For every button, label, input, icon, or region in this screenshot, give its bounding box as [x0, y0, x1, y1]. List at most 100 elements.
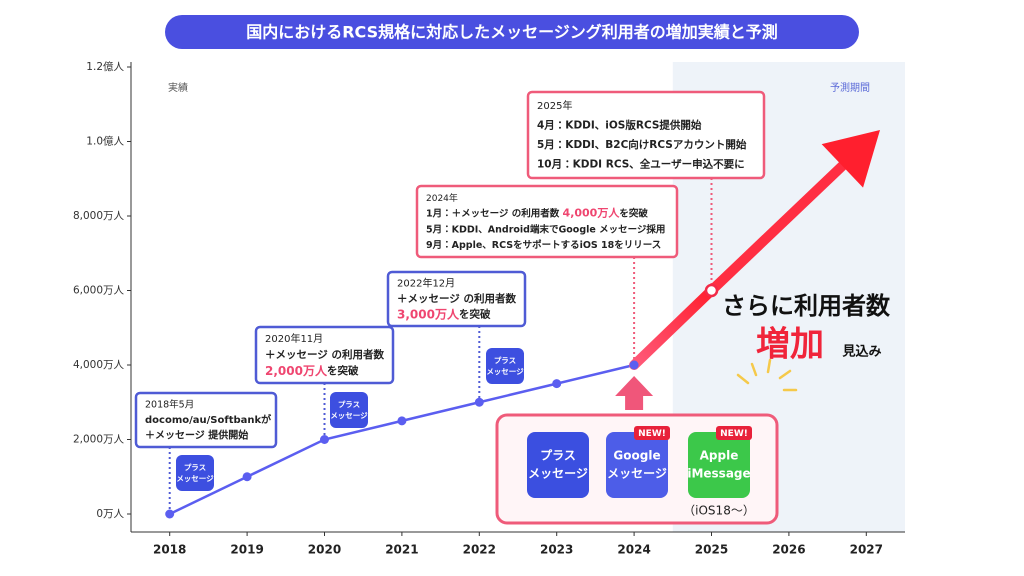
- annotation-box: [526, 90, 766, 180]
- annotation-box: [386, 270, 527, 328]
- burst: [750, 362, 758, 377]
- annotation-line: 2022年12月: [397, 277, 455, 290]
- data-point: [552, 379, 562, 389]
- annotation-text: 5月：KDDI、Android端末でGoogle メッセージ採用: [426, 223, 665, 235]
- annotation-text: ＋メッセージ の利用者数: [397, 292, 516, 305]
- chip-text: メッセージ: [330, 411, 368, 420]
- app-name: iMessage: [687, 467, 750, 481]
- annotation-text: 10月：KDDI RCS、全ユーザー申込不要に: [537, 157, 745, 170]
- x-tick-label: 2022: [463, 543, 496, 557]
- app-name: Google: [613, 449, 660, 463]
- annotation-line: 2020年11月: [265, 332, 323, 345]
- new-badge-text: NEW!: [638, 429, 666, 439]
- chip-text: プラス: [338, 399, 360, 409]
- app-name: Apple: [700, 449, 739, 463]
- x-tick-label: 2019: [230, 543, 263, 557]
- data-point: [165, 509, 175, 519]
- data-point: [397, 416, 407, 426]
- annotation-line: 5月：KDDI、B2C向けRCSアカウント開始: [537, 138, 747, 151]
- y-tick-label: 0万人: [96, 508, 124, 520]
- y-tick-label: 1.2億人: [86, 60, 124, 73]
- chip-text: プラス: [184, 462, 206, 472]
- y-tick-label: 2,000万人: [73, 434, 125, 446]
- annotation-text: 2024年: [426, 191, 458, 203]
- annotation-text: ＋メッセージ の利用者数: [265, 348, 384, 361]
- chip-text: プラス: [494, 355, 516, 365]
- annotation-line: ＋メッセージ の利用者数: [265, 348, 384, 361]
- chart-title: 国内におけるRCS規格に対応したメッセージング利用者の増加実績と予測: [246, 23, 778, 42]
- x-tick-label: 2027: [850, 543, 883, 557]
- callout-lead: さらに利用者数: [722, 292, 891, 320]
- x-tick-label: 2018: [153, 543, 186, 557]
- x-tick-label: 2023: [540, 543, 573, 557]
- annotation-line: 2024年: [426, 191, 458, 203]
- forecast-arrow: [708, 159, 849, 295]
- new-badge: [716, 426, 752, 440]
- annotation-line: ＋メッセージ の利用者数: [397, 292, 516, 305]
- app-icon: [606, 432, 668, 498]
- annotation-text: 4,000万人: [563, 207, 621, 220]
- data-point: [629, 360, 639, 370]
- app-chip: [176, 455, 214, 491]
- annotation-line: 2018年5月: [145, 398, 194, 410]
- app-name: メッセージ: [528, 467, 588, 481]
- app-icon: [688, 432, 750, 498]
- app-name: メッセージ: [607, 467, 667, 481]
- annotation-text: 2020年11月: [265, 332, 323, 345]
- annotation-text: 2018年5月: [145, 398, 194, 410]
- chip-text: メッセージ: [176, 474, 214, 483]
- annotation-text: docomo/au/Softbankが: [145, 413, 272, 426]
- annotation-line: 1月：＋メッセージ の利用者数 4,000万人を突破: [426, 207, 648, 220]
- annotation-box: [415, 184, 679, 259]
- annotation-text: を突破: [619, 207, 648, 219]
- annotation-text: 2022年12月: [397, 277, 455, 290]
- annotation-line: 9月：Apple、RCSをサポートするiOS 18をリリース: [426, 239, 661, 251]
- y-tick-label: 6,000万人: [73, 285, 125, 297]
- data-point: [242, 472, 252, 482]
- data-point: [704, 283, 719, 298]
- annotation-line: 3,000万人を突破: [397, 307, 491, 321]
- title-pill: [165, 15, 859, 49]
- annotation-text: 5月：KDDI、B2C向けRCSアカウント開始: [537, 138, 747, 151]
- annotation-text: 3,000万人: [397, 307, 460, 321]
- burst: [778, 369, 792, 380]
- annotation-line: 2025年: [537, 99, 572, 112]
- x-tick-label: 2026: [772, 543, 805, 557]
- app-name: プラス: [540, 448, 576, 463]
- annotation-line: 4月：KDDI、iOS版RCS提供開始: [537, 118, 702, 131]
- new-badge-text: NEW!: [720, 429, 748, 439]
- x-tick-label: 2024: [617, 543, 650, 557]
- y-tick-label: 8,000万人: [73, 210, 125, 222]
- annotation-line: docomo/au/Softbankが: [145, 413, 272, 426]
- annotation-text: を突破: [327, 364, 359, 377]
- x-tick-label: 2025: [695, 543, 728, 557]
- annotation-text: ＋メッセージ 提供開始: [145, 428, 248, 441]
- x-tick-label: 2020: [308, 543, 341, 557]
- forecast-label: 予測期間: [830, 81, 870, 94]
- data-point: [474, 397, 484, 407]
- app-chip: [330, 392, 368, 428]
- annotation-text: を突破: [459, 307, 491, 320]
- x-tick-label: 2021: [385, 543, 418, 557]
- y-tick-label: 4,000万人: [73, 359, 125, 371]
- callout-suffix: 見込み: [841, 345, 881, 360]
- annotation-line: 2,000万人を突破: [265, 364, 359, 378]
- annotation-box: [134, 391, 278, 449]
- up-arrow: [615, 376, 654, 410]
- annotation-text: 2025年: [537, 99, 572, 112]
- annotation-text: 9月：Apple、RCSをサポートするiOS 18をリリース: [426, 239, 661, 251]
- annotation-text: 4月：KDDI、iOS版RCS提供開始: [537, 118, 702, 131]
- y-tick-label: 1.0億人: [86, 135, 124, 148]
- burst: [766, 358, 772, 374]
- data-point: [320, 435, 329, 444]
- actual-label: 実績: [168, 81, 188, 94]
- annotation-text: 1月：＋メッセージ の利用者数: [426, 207, 563, 219]
- app-note: （iOS18〜）: [683, 504, 755, 518]
- annotation-text: 2,000万人: [265, 364, 328, 378]
- annotation-line: 10月：KDDI RCS、全ユーザー申込不要に: [537, 157, 745, 170]
- series-line: [629, 285, 717, 370]
- chip-text: メッセージ: [486, 367, 524, 376]
- callout-emphasis: 増加: [756, 325, 824, 365]
- forecast-arrowhead: [821, 130, 880, 188]
